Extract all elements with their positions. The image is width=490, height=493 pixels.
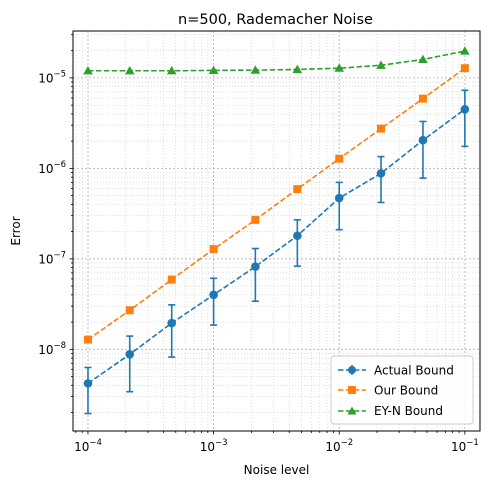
- data-point-our-bound: [293, 185, 302, 194]
- data-point-eyn-bound: [376, 60, 386, 69]
- data-point-actual-bound: [334, 193, 344, 203]
- series-actual-bound: [83, 89, 470, 415]
- data-point-actual-bound: [209, 290, 218, 300]
- legend-marker-actual-bound: [348, 366, 356, 374]
- legend-marker-eyn-bound: [347, 406, 357, 415]
- data-point-actual-bound: [167, 318, 177, 328]
- data-point-actual-bound: [293, 231, 302, 241]
- legend-item-our-bound: Our Bound: [338, 384, 438, 398]
- x-tick-label: 10−4: [74, 438, 102, 454]
- y-axis-label: Error: [9, 216, 23, 245]
- data-point-our-bound: [83, 335, 92, 344]
- legend-label-our-bound: Our Bound: [374, 384, 438, 398]
- x-axis-label: Noise level: [244, 463, 310, 477]
- y-tick-label: 10−6: [38, 160, 66, 176]
- x-tick-label: 10−3: [200, 438, 228, 454]
- x-tick-label: 10−2: [325, 438, 353, 454]
- y-tick-label: 10−8: [38, 341, 66, 357]
- legend-label-eyn-bound: EY-N Bound: [374, 404, 443, 418]
- data-point-eyn-bound: [208, 65, 219, 75]
- plot-series: [83, 46, 470, 415]
- data-point-eyn-bound: [292, 64, 303, 74]
- data-point-actual-bound: [376, 169, 386, 178]
- data-point-actual-bound: [83, 379, 93, 388]
- data-point-actual-bound: [418, 135, 428, 145]
- data-point-actual-bound: [251, 262, 260, 271]
- chart-title: n=500, Rademacher Noise: [178, 12, 373, 28]
- axis-ticks: 10−4 10−3 10−2 10−1 10−8 10−7 10−6 10−5: [38, 34, 479, 454]
- x-tick-label: 10−1: [451, 438, 479, 454]
- plot-frame: [72, 30, 481, 432]
- series-line-actual-bound: [87, 108, 466, 385]
- data-point-actual-bound: [460, 104, 470, 114]
- data-point-our-bound: [460, 64, 469, 73]
- y-tick-label: 10−7: [38, 250, 66, 266]
- data-point-eyn-bound: [124, 65, 135, 75]
- series-line-our-bound: [87, 67, 466, 341]
- legend-marker-our-bound: [348, 386, 356, 394]
- data-point-our-bound: [125, 306, 134, 315]
- data-point-our-bound: [209, 245, 218, 254]
- data-point-our-bound: [376, 124, 385, 133]
- series-our-bound: [83, 64, 469, 344]
- data-point-eyn-bound: [418, 54, 428, 64]
- data-point-eyn-bound: [83, 65, 93, 75]
- data-point-eyn-bound: [166, 65, 177, 75]
- legend-label-actual-bound: Actual Bound: [374, 364, 454, 378]
- data-point-our-bound: [418, 94, 427, 103]
- data-point-eyn-bound: [250, 65, 261, 74]
- data-point-eyn-bound: [460, 46, 470, 55]
- legend-box: [330, 355, 474, 425]
- legend-item-eyn-bound: EY-N Bound: [338, 404, 443, 418]
- y-tick-label: 10−5: [38, 69, 66, 85]
- data-point-our-bound: [167, 275, 176, 284]
- data-point-actual-bound: [125, 350, 135, 359]
- data-point-eyn-bound: [334, 63, 345, 72]
- data-point-our-bound: [335, 154, 344, 163]
- data-point-our-bound: [251, 215, 260, 224]
- legend-item-actual-bound: Actual Bound: [338, 364, 454, 378]
- series-eyn-bound: [83, 46, 470, 75]
- legend: Actual Bound Our Bound EY-N Bound: [330, 355, 474, 425]
